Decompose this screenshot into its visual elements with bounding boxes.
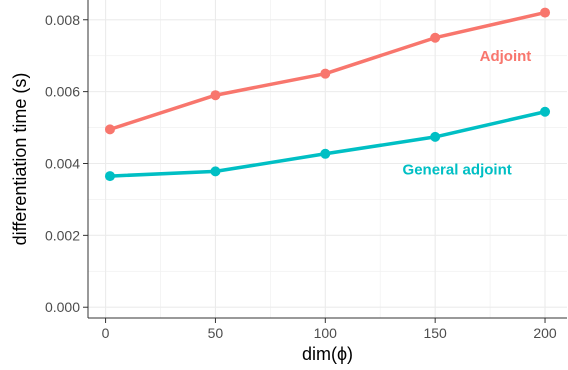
series-labels: Adjoint General adjoint bbox=[403, 48, 532, 178]
general-adjoint-point bbox=[320, 148, 331, 159]
y-tick-label: 0.002 bbox=[45, 227, 80, 243]
adjoint-point bbox=[430, 32, 441, 43]
major-gridlines bbox=[88, 0, 567, 318]
x-tick-label: 150 bbox=[423, 325, 447, 341]
general-adjoint-series-label: General adjoint bbox=[403, 161, 512, 178]
general-adjoint-point bbox=[104, 171, 115, 182]
adjoint-point bbox=[104, 124, 115, 135]
y-tick-label: 0.000 bbox=[45, 299, 80, 315]
axis-lines bbox=[87, 0, 567, 319]
y-tick-label: 0.004 bbox=[45, 155, 80, 171]
adjoint-point bbox=[210, 90, 221, 101]
adjoint-point bbox=[540, 7, 551, 18]
tick-labels: 0 50 100 150 200 0.000 0.002 0.004 0.006 0.008 bbox=[45, 12, 557, 341]
y-tick-label: 0.008 bbox=[45, 12, 80, 28]
general-adjoint-point bbox=[430, 131, 441, 142]
y-tick-label: 0.006 bbox=[45, 84, 80, 100]
minor-gridlines bbox=[88, 0, 567, 318]
general-adjoint-point bbox=[210, 166, 221, 177]
x-tick-label: 50 bbox=[208, 325, 224, 341]
adjoint-series-label: Adjoint bbox=[480, 48, 532, 65]
x-tick-label: 200 bbox=[533, 325, 557, 341]
x-axis-title: dim(ϕ) bbox=[302, 344, 353, 364]
x-tick-label: 0 bbox=[102, 325, 110, 341]
x-tick-label: 100 bbox=[314, 325, 338, 341]
y-axis-title: differentiation time (s) bbox=[10, 73, 30, 246]
general-adjoint-point bbox=[540, 106, 551, 117]
adjoint-point bbox=[320, 68, 331, 79]
series-layer bbox=[104, 7, 551, 182]
tick-marks bbox=[83, 19, 546, 323]
